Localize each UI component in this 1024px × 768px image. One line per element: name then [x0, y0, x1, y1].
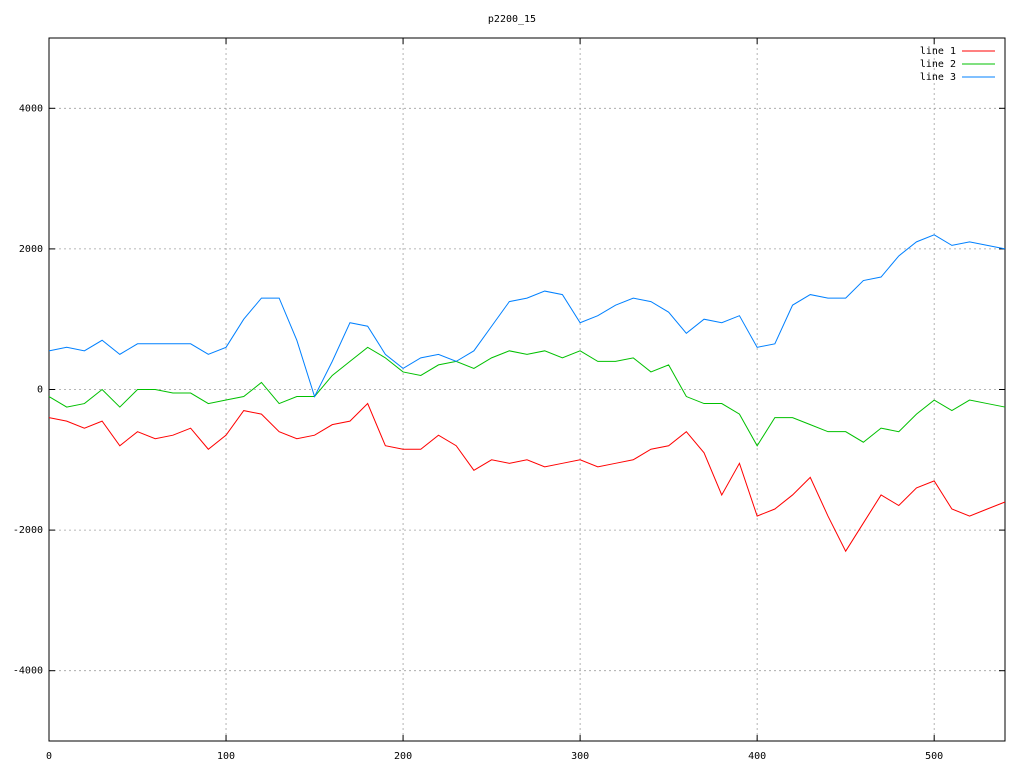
legend-label: line 1	[920, 46, 956, 57]
x-tick-label: 200	[394, 751, 412, 762]
x-tick-label: 400	[748, 751, 766, 762]
y-tick-label: 0	[37, 385, 43, 396]
plot-border	[48, 37, 1006, 742]
x-tick-label: 300	[571, 751, 589, 762]
x-tick-label: 100	[217, 751, 235, 762]
y-tick-label: 4000	[19, 103, 43, 114]
chart-title: p2200_15	[488, 14, 536, 25]
series-line	[48, 234, 1006, 398]
x-tick-label: 500	[925, 751, 943, 762]
legend-label: line 2	[920, 59, 956, 70]
legend-label: line 3	[920, 72, 956, 83]
series-line	[48, 402, 1006, 553]
y-tick-label: -2000	[13, 525, 43, 536]
series-line	[48, 346, 1006, 447]
x-tick-label: 0	[46, 751, 52, 762]
y-tick-label: 2000	[19, 244, 43, 255]
y-tick-label: -4000	[13, 666, 43, 677]
